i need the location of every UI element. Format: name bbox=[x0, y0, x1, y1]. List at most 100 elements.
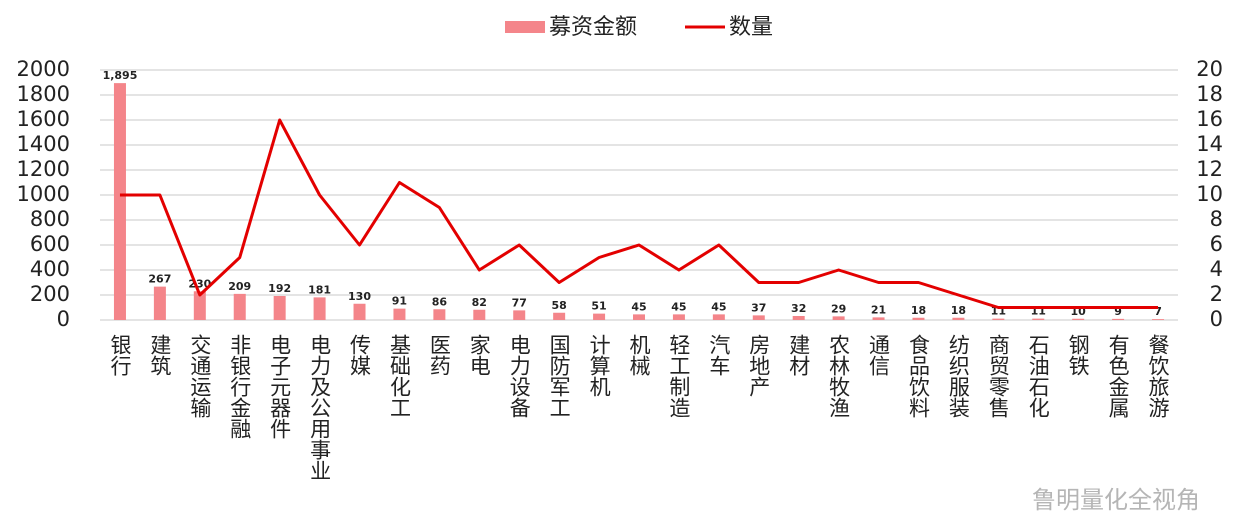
y2-tick-label: 20 bbox=[1196, 57, 1223, 81]
bar bbox=[672, 314, 685, 320]
value-label: 18 bbox=[951, 304, 966, 317]
bar bbox=[233, 293, 246, 320]
bar bbox=[912, 317, 925, 320]
value-label: 82 bbox=[472, 296, 487, 309]
value-label: 51 bbox=[591, 300, 606, 313]
y-tick-label: 1600 bbox=[17, 107, 70, 131]
value-label: 45 bbox=[711, 300, 726, 313]
value-label: 209 bbox=[228, 280, 251, 293]
bar bbox=[752, 315, 765, 320]
bar bbox=[273, 296, 286, 320]
y2-tick-label: 12 bbox=[1196, 157, 1223, 181]
y-tick-label: 1200 bbox=[17, 157, 70, 181]
value-label: 1,895 bbox=[103, 69, 138, 82]
legend-swatch bbox=[505, 21, 545, 33]
x-tick-label: 机械 bbox=[627, 334, 651, 376]
value-label: 37 bbox=[751, 301, 766, 314]
x-tick-label: 轻工制造 bbox=[667, 334, 691, 418]
y-tick-label: 800 bbox=[30, 207, 70, 231]
bar bbox=[593, 313, 606, 320]
bar bbox=[792, 316, 805, 320]
y-tick-label: 1800 bbox=[17, 82, 70, 106]
y2-tick-label: 2 bbox=[1210, 282, 1223, 306]
value-label: 91 bbox=[392, 295, 407, 308]
x-tick-label: 汽车 bbox=[707, 334, 731, 376]
value-label: 9 bbox=[1114, 305, 1122, 318]
x-tick-label: 传媒 bbox=[348, 334, 372, 376]
bar bbox=[553, 312, 566, 320]
value-label: 58 bbox=[551, 299, 566, 312]
y-tick-label: 2000 bbox=[17, 57, 70, 81]
bar bbox=[113, 83, 126, 320]
value-label: 192 bbox=[268, 282, 291, 295]
x-tick-label: 房地产 bbox=[747, 334, 771, 397]
x-tick-label: 餐饮旅游 bbox=[1146, 334, 1170, 418]
y-tick-label: 200 bbox=[30, 282, 70, 306]
value-label: 181 bbox=[308, 283, 331, 296]
x-tick-label: 建材 bbox=[787, 334, 811, 376]
value-label: 32 bbox=[791, 302, 806, 315]
y2-tick-label: 18 bbox=[1196, 82, 1223, 106]
y2-tick-label: 10 bbox=[1196, 182, 1223, 206]
value-label: 267 bbox=[148, 273, 171, 286]
y2-tick-label: 4 bbox=[1210, 257, 1223, 281]
bar bbox=[832, 316, 845, 320]
x-tick-label: 基础化工 bbox=[387, 334, 411, 418]
bar bbox=[872, 317, 885, 320]
x-tick-label: 食品饮料 bbox=[906, 334, 930, 418]
bar bbox=[1112, 318, 1125, 320]
x-tick-label: 商贸零售 bbox=[986, 334, 1010, 418]
x-tick-label: 医药 bbox=[427, 334, 451, 376]
bar bbox=[992, 318, 1005, 320]
value-label: 130 bbox=[348, 290, 371, 303]
bar bbox=[1072, 318, 1085, 320]
x-tick-label: 家电 bbox=[467, 334, 491, 376]
y2-tick-label: 8 bbox=[1210, 207, 1223, 231]
bar bbox=[433, 309, 446, 320]
x-tick-label: 建筑 bbox=[148, 334, 172, 376]
value-label: 86 bbox=[432, 295, 448, 308]
bar bbox=[473, 309, 486, 320]
value-label: 21 bbox=[871, 303, 886, 316]
y2-tick-label: 6 bbox=[1210, 232, 1223, 256]
bar bbox=[513, 310, 526, 320]
y-tick-label: 1000 bbox=[17, 182, 70, 206]
x-tick-label: 交通运输 bbox=[188, 334, 212, 418]
value-label: 77 bbox=[512, 296, 527, 309]
bar bbox=[313, 297, 326, 320]
bar bbox=[193, 291, 206, 320]
bar bbox=[1032, 318, 1045, 320]
value-label: 29 bbox=[831, 302, 846, 315]
value-label: 45 bbox=[671, 300, 686, 313]
x-tick-label: 钢铁 bbox=[1066, 334, 1090, 376]
bar bbox=[712, 314, 725, 320]
bar bbox=[1152, 319, 1165, 320]
x-tick-label: 电力设备 bbox=[507, 334, 531, 418]
watermark: 鲁明量化全视角 bbox=[1032, 486, 1200, 514]
x-tick-label: 石油石化 bbox=[1026, 334, 1050, 418]
bar bbox=[153, 286, 166, 320]
legend-label: 募资金额 bbox=[549, 15, 637, 40]
x-tick-label: 电力及公用事业 bbox=[308, 334, 332, 481]
x-tick-label: 通信 bbox=[867, 334, 891, 376]
bar bbox=[633, 314, 645, 320]
value-label: 45 bbox=[631, 300, 646, 313]
x-tick-label: 非银行金融 bbox=[228, 334, 252, 439]
legend-label: 数量 bbox=[729, 15, 773, 40]
bar bbox=[353, 303, 366, 320]
value-label: 18 bbox=[911, 304, 926, 317]
y2-tick-label: 0 bbox=[1210, 307, 1223, 331]
x-tick-label: 有色金属 bbox=[1106, 334, 1130, 419]
x-tick-label: 农林牧渔 bbox=[827, 334, 851, 418]
x-tick-label: 计算机 bbox=[587, 334, 611, 397]
x-tick-label: 电子元器件 bbox=[268, 334, 292, 439]
x-tick-label: 国防军工 bbox=[547, 334, 571, 418]
x-tick-label: 纺织服装 bbox=[946, 334, 970, 418]
y-tick-label: 0 bbox=[57, 307, 70, 331]
bar bbox=[952, 317, 965, 320]
x-tick-label: 银行 bbox=[108, 334, 132, 376]
line bbox=[119, 118, 1159, 309]
value-label: 7 bbox=[1154, 305, 1162, 318]
y-tick-label: 400 bbox=[30, 257, 70, 281]
